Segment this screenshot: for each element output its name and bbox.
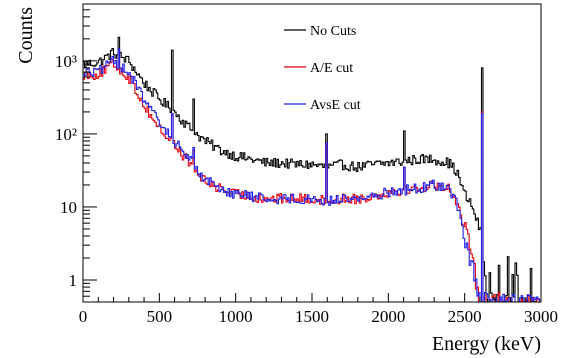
legend-label: A/E cut — [310, 61, 353, 76]
y-tick-label: 10 — [60, 198, 77, 217]
legend-label: AvsE cut — [310, 98, 361, 113]
x-axis-title: Energy (keV) — [432, 333, 541, 355]
x-tick-label: 0 — [79, 307, 88, 326]
x-tick-label: 1500 — [295, 307, 329, 326]
series-line-no-cuts — [83, 36, 541, 303]
y-tick-label: 10³ — [55, 52, 77, 71]
legend: No Cuts A/E cut AvsE cut — [284, 24, 361, 113]
x-tick-label: 3000 — [524, 307, 558, 326]
series-line-avse-cut — [83, 48, 541, 303]
x-tick-label: 500 — [147, 307, 173, 326]
y-axis-title: Counts — [15, 7, 37, 64]
legend-label: No Cuts — [310, 24, 356, 39]
x-tick-label: 2000 — [371, 307, 405, 326]
x-tick-label: 1000 — [219, 307, 253, 326]
y-tick-label: 10² — [55, 125, 77, 144]
axis-layer: 0 500 1000 1500 2000 2500 3000 1 10 10² 10³ — [55, 3, 558, 326]
x-tick-label: 2500 — [448, 307, 482, 326]
series-layer — [83, 36, 541, 303]
y-tick-label: 1 — [69, 271, 78, 290]
